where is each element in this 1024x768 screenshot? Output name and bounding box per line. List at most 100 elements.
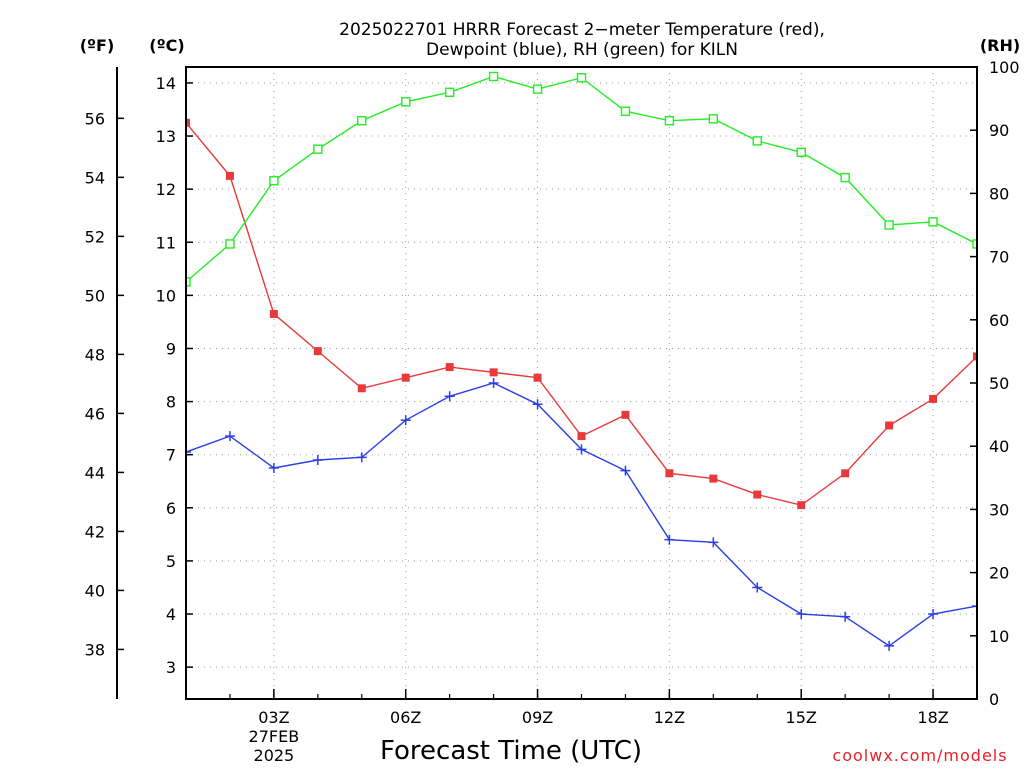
- dewpoint-point: [268, 462, 279, 473]
- rh-tick-label: 60: [989, 311, 1009, 330]
- rh-point: [664, 116, 675, 126]
- dewpoint-point: [186, 447, 191, 458]
- rh-tick-label: 50: [989, 374, 1009, 393]
- rh-tick-label: 10: [989, 627, 1009, 646]
- plot-frame: [185, 66, 978, 700]
- rh-point: [620, 106, 631, 116]
- rh-point: [840, 172, 850, 183]
- temperature-point: [225, 171, 234, 180]
- celsius-unit-label: (ºC): [149, 36, 184, 55]
- rh-unit-label: (RH): [980, 36, 1020, 55]
- temperature-point: [973, 352, 977, 361]
- rh-tick-label: 90: [989, 121, 1009, 140]
- fahrenheit-tick-label: 46: [85, 404, 105, 423]
- rh-tick-label: 40: [989, 437, 1009, 456]
- x-tick-label: 09Z: [522, 708, 553, 727]
- temperature-point: [533, 373, 542, 382]
- rh-point: [884, 220, 894, 230]
- celsius-tick-label: 14: [156, 74, 176, 93]
- celsius-tick-label: 10: [156, 286, 176, 305]
- chart-title-line2: Dewpoint (blue), RH (green) for KILN: [426, 40, 738, 60]
- rh-point: [796, 147, 806, 158]
- celsius-tick-label: 11: [156, 233, 176, 252]
- celsius-tick-label: 8: [166, 393, 176, 412]
- x-tick-date-label: 27FEB: [249, 727, 300, 746]
- dewpoint-point: [620, 465, 631, 476]
- rh-tick-label: 80: [989, 184, 1009, 203]
- fahrenheit-tick-label: 44: [85, 463, 105, 482]
- temperature-point: [357, 384, 366, 393]
- celsius-tick-label: 12: [156, 180, 176, 199]
- temperature-point: [797, 501, 806, 510]
- temperature-point: [929, 394, 938, 403]
- temperature-point: [186, 118, 190, 127]
- rh-point: [576, 73, 587, 83]
- rh-point: [269, 176, 279, 186]
- dewpoint-point: [400, 415, 411, 426]
- celsius-tick-label: 3: [166, 658, 176, 677]
- fahrenheit-tick-label: 52: [85, 227, 105, 246]
- rh-line: [186, 75, 977, 283]
- grid-lines: [186, 67, 977, 699]
- rh-point: [225, 239, 235, 249]
- temperature-point: [841, 469, 850, 478]
- rh-point: [488, 71, 499, 82]
- dewpoint-point: [444, 391, 455, 402]
- series-dewpoint: [186, 378, 977, 651]
- axes-layer: 3456789101112131438404244464850525456010…: [85, 58, 1020, 765]
- rh-tick-label: 100: [989, 58, 1020, 77]
- series-layer: [186, 71, 977, 651]
- dewpoint-line: [186, 382, 977, 647]
- x-axis-title: Forecast Time (UTC): [380, 736, 642, 766]
- temperature-point: [269, 309, 278, 318]
- x-tick-label: 15Z: [786, 708, 817, 727]
- fahrenheit-tick-label: 56: [85, 109, 105, 128]
- rh-tick-label: 30: [989, 500, 1009, 519]
- dewpoint-point: [928, 609, 939, 620]
- rh-point: [313, 144, 323, 154]
- rh-point: [708, 114, 719, 124]
- dewpoint-point: [224, 431, 235, 442]
- temperature-point: [313, 347, 322, 356]
- dewpoint-point: [312, 455, 323, 466]
- x-tick-label: 12Z: [654, 708, 685, 727]
- fahrenheit-tick-label: 42: [85, 522, 105, 541]
- chart-title-line1: 2025022701 HRRR Forecast 2−meter Tempera…: [339, 20, 825, 40]
- dewpoint-point: [576, 444, 587, 455]
- dewpoint-point: [752, 582, 763, 593]
- x-tick-label: 03Z: [258, 708, 289, 727]
- series-temperature: [186, 118, 977, 510]
- temperature-point: [445, 363, 454, 372]
- temperature-point: [401, 373, 410, 382]
- dewpoint-point: [664, 534, 675, 545]
- fahrenheit-unit-label: (ºF): [80, 36, 115, 55]
- x-tick-date-label: 2025: [254, 746, 295, 765]
- dewpoint-point: [532, 399, 543, 410]
- fahrenheit-tick-label: 48: [85, 345, 105, 364]
- celsius-tick-label: 9: [166, 339, 176, 358]
- temperature-point: [621, 410, 630, 419]
- celsius-tick-label: 5: [166, 552, 176, 571]
- celsius-tick-label: 4: [166, 605, 176, 624]
- rh-tick-label: 20: [989, 564, 1009, 583]
- rh-point: [186, 277, 191, 287]
- temperature-point: [885, 421, 894, 430]
- temperature-point: [665, 469, 674, 478]
- x-tick-label: 18Z: [917, 708, 948, 727]
- rh-point: [401, 97, 411, 107]
- dewpoint-point: [796, 609, 807, 620]
- dewpoint-point: [356, 452, 367, 463]
- rh-point: [532, 84, 543, 94]
- fahrenheit-tick-label: 54: [85, 168, 105, 187]
- fahrenheit-tick-label: 38: [85, 640, 105, 659]
- temperature-point: [709, 474, 718, 483]
- celsius-tick-label: 6: [166, 499, 176, 518]
- rh-tick-label: 70: [989, 248, 1009, 267]
- rh-point: [972, 239, 977, 249]
- rh-point: [928, 217, 938, 227]
- rh-point: [357, 116, 367, 126]
- temperature-point: [489, 368, 498, 377]
- dewpoint-point: [972, 601, 977, 612]
- series-rh: [186, 71, 977, 287]
